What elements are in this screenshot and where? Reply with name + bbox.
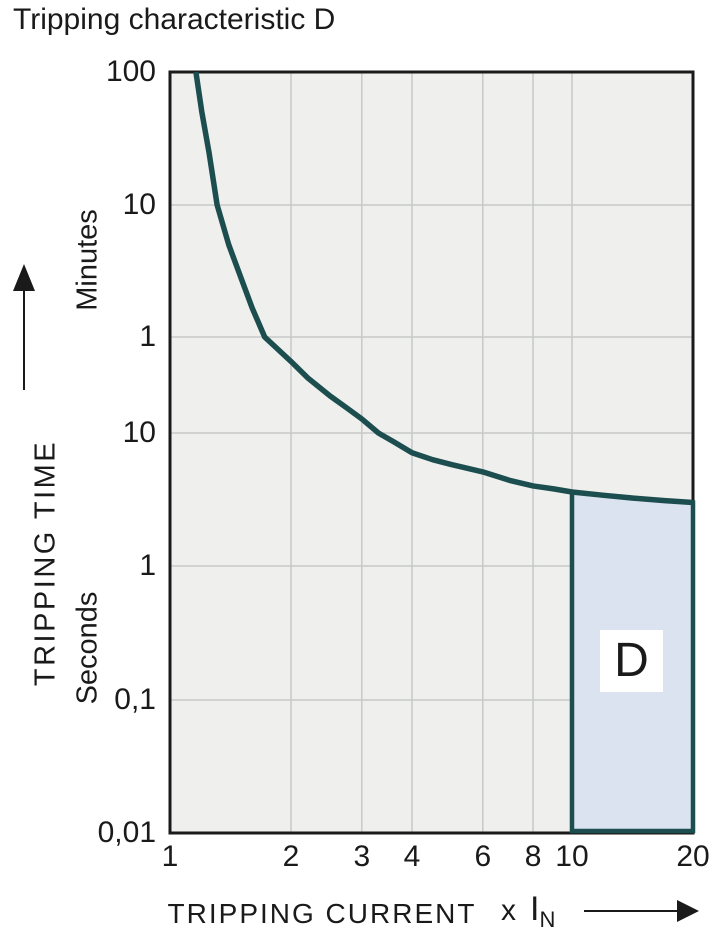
x-unit-symbol: I [530,890,540,928]
y-tick-label: 0,1 [114,682,156,716]
x-tick-label: 20 [676,840,710,873]
y-tick-label: 1 [139,548,156,582]
y-unit-minutes-label: Minutes [71,209,104,311]
x-tick-label: 8 [524,840,542,873]
x-unit-prefix: x [501,894,516,927]
y-axis-title: TRIPPING TIME [29,439,62,687]
x-unit-subscript: N [539,907,556,932]
y-tick-label: 10 [122,188,156,222]
y-tick-label: 0,01 [97,816,156,849]
x-tick-label: 6 [474,840,492,873]
x-tick-label: 1 [161,840,179,873]
right-arrow-icon [584,900,699,922]
x-tick-label: 4 [403,840,421,873]
plot-border [168,70,695,835]
y-tick-label: 100 [105,55,156,88]
region-d-label: D [600,630,663,692]
x-axis-unit: x IN [501,890,555,933]
x-tick-label: 10 [555,840,589,873]
y-tick-label: 1 [139,319,156,353]
up-arrow-icon [13,264,35,390]
tripping-curve [193,71,694,506]
x-axis-title: TRIPPING CURRENT [167,898,477,929]
x-tick-label: 2 [282,840,300,873]
chart-title: Tripping characteristic D [13,3,336,36]
x-tick-label: 3 [353,840,371,873]
y-tick-label: 10 [122,416,156,450]
y-unit-seconds-label: Seconds [71,591,104,705]
